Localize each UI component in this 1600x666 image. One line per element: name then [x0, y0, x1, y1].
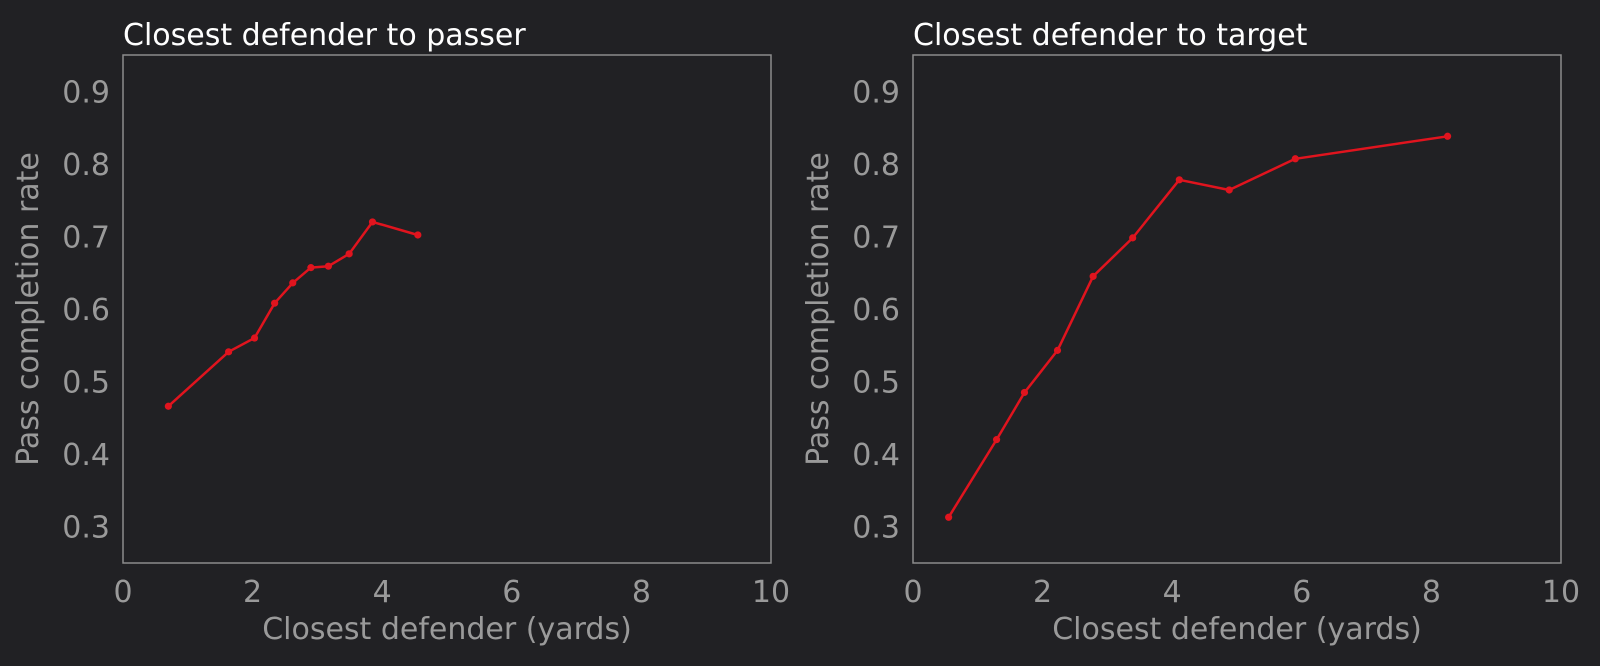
y-tick-label: 0.3 [852, 511, 900, 546]
y-tick-label: 0.7 [62, 220, 110, 255]
data-point [1175, 176, 1183, 184]
y-tick-label: 0.5 [62, 366, 110, 401]
series-line [947, 135, 1448, 518]
y-tick-label: 0.8 [62, 148, 110, 183]
data-point [271, 299, 279, 307]
plot-frame [912, 54, 1562, 564]
series-line [167, 220, 419, 408]
data-point [1291, 155, 1299, 163]
chart-title: Closest defender to passer [123, 18, 526, 53]
data-point [250, 334, 259, 342]
data-point [164, 402, 172, 410]
data-point [368, 218, 377, 226]
x-tick-label: 6 [502, 575, 521, 610]
data-point [1444, 132, 1452, 140]
data-point [345, 250, 353, 258]
data-point [992, 436, 1001, 444]
x-tick-label: 8 [1422, 575, 1441, 610]
y-tick-label: 0.3 [62, 511, 110, 546]
y-tick-label: 0.5 [852, 366, 900, 401]
panel-passer: Closest defender to passer 0 2 4 6 8 10 0.3 0.4 0… [11, 18, 790, 647]
y-tick-label: 0.4 [62, 438, 110, 473]
y-tick-label: 0.8 [852, 148, 900, 183]
x-tick-label: 2 [243, 575, 262, 610]
data-point [289, 279, 297, 287]
y-axis-label: Pass completion rate [11, 152, 46, 466]
x-tick-label: 4 [1163, 575, 1182, 610]
chart-title: Closest defender to target [913, 18, 1308, 53]
data-point [1225, 186, 1233, 194]
data-point [324, 262, 333, 270]
x-tick-label: 4 [373, 575, 392, 610]
data-point [1053, 346, 1062, 354]
x-tick-label: 2 [1033, 575, 1052, 610]
data-point [307, 264, 315, 272]
y-tick-label: 0.9 [62, 75, 110, 110]
x-tick-label: 10 [1542, 575, 1580, 610]
y-tick-label: 0.7 [852, 220, 900, 255]
y-axis-label: Pass completion rate [801, 152, 836, 466]
data-point [414, 231, 422, 239]
x-tick-label: 0 [903, 575, 922, 610]
data-point [945, 513, 953, 521]
y-tick-label: 0.4 [852, 438, 900, 473]
data-point [1089, 272, 1097, 280]
panel-target: Closest defender to target 0 2 4 6 8 10 0.3 0.4 0… [801, 18, 1580, 647]
x-tick-label: 6 [1292, 575, 1311, 610]
x-axis-label: Closest defender (yards) [262, 612, 632, 647]
data-point [1020, 388, 1029, 397]
x-tick-label: 0 [113, 575, 132, 610]
data-point [1129, 234, 1137, 242]
data-point [225, 348, 233, 356]
y-tick-label: 0.9 [852, 75, 900, 110]
x-tick-label: 8 [632, 575, 651, 610]
plot-frame [122, 54, 772, 564]
x-tick-label: 10 [752, 575, 790, 610]
y-tick-label: 0.6 [62, 293, 110, 328]
y-tick-label: 0.6 [852, 293, 900, 328]
x-axis-label: Closest defender (yards) [1052, 612, 1422, 647]
